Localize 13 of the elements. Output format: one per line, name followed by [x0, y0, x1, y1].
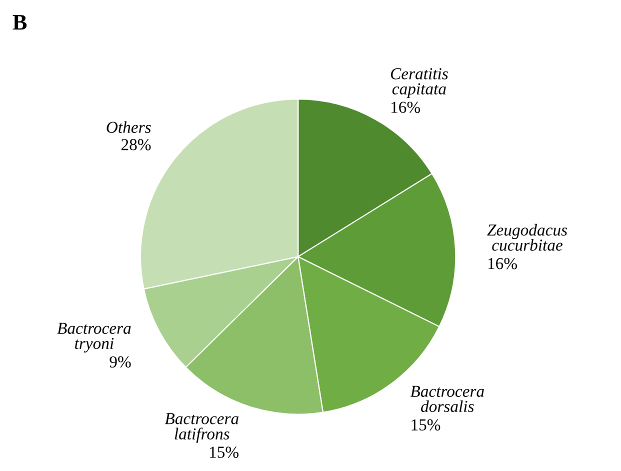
slice-label: Bactrocera tryoni [57, 322, 131, 352]
slice-label: Ceratitis capitata [390, 68, 448, 98]
data-label: 9% [110, 356, 131, 368]
data-label: 28% [121, 139, 151, 150]
data-label: 15% [412, 419, 440, 431]
chart-title: B [12, 15, 27, 30]
data-label: 16% [392, 102, 420, 113]
slice-label: Zeugodacus cucurbitae [487, 224, 568, 251]
slice-label: Bactrocera latifrons [164, 413, 238, 443]
data-label: 16% [488, 258, 517, 270]
slice-label: Bactrocera dorsalis [410, 386, 484, 412]
data-label: 15% [210, 446, 238, 458]
slice-label: Others [106, 121, 151, 133]
